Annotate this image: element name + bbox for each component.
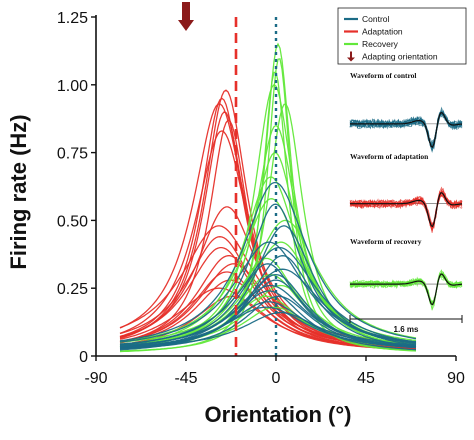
inset-title: Waveform of control — [350, 71, 417, 80]
control-curve-4 — [119, 246, 417, 346]
waveform-trace — [349, 111, 463, 149]
reference-lines — [234, 17, 278, 356]
adapting-orientation-arrow — [178, 2, 194, 31]
scale-bar: 1.6 ms — [349, 315, 463, 334]
y-tick-label: 0.25 — [57, 281, 88, 298]
legend-label: Adapting orientation — [362, 52, 438, 62]
legend-label: Adaptation — [362, 27, 403, 37]
legend-label: Recovery — [362, 39, 399, 49]
waveform-mean — [350, 111, 463, 148]
y-tick-label: 0.50 — [57, 213, 88, 230]
waveform-insets: Waveform of control Waveform of adaptatio… — [349, 71, 463, 311]
recovery-curve-8 — [119, 198, 417, 342]
arrow-marker — [178, 2, 194, 31]
inset-title: Waveform of adaptation — [350, 152, 429, 161]
curves-layer — [119, 42, 417, 353]
legend-arrow-head — [347, 57, 355, 62]
legend-box — [337, 7, 467, 65]
x-tick-label: -45 — [174, 370, 197, 387]
y-axis-label: Firing rate (Hz) — [6, 114, 31, 269]
y-tick-label: 1.00 — [57, 78, 88, 95]
x-tick-label: 90 — [447, 370, 465, 387]
x-tick-label: -90 — [84, 370, 107, 387]
x-tick-label: 45 — [357, 370, 375, 387]
y-tick-label: 1.25 — [57, 10, 88, 27]
waveform-trace — [349, 194, 463, 229]
inset-title: Waveform of recovery — [350, 237, 422, 246]
waveform-inset-adaptation: Waveform of adaptation — [349, 152, 463, 234]
recovery-curve-10 — [119, 241, 417, 346]
waveform-trace — [349, 108, 463, 149]
ticks: 0 0.25 0.50 0.75 1.00 1.25 -90 -45 0 45 90 — [57, 10, 465, 387]
control-curve-10 — [119, 284, 417, 346]
y-tick-label: 0.75 — [57, 146, 88, 163]
legend-items: Control Adaptation Recovery Adapting orient… — [344, 14, 438, 62]
waveform-trace — [349, 271, 463, 304]
waveform-mean — [350, 191, 463, 228]
x-axis-label: Orientation (°) — [205, 402, 352, 427]
scale-bar-label: 1.6 ms — [394, 325, 419, 334]
control-curve-0 — [119, 181, 417, 342]
control-curve-14 — [119, 306, 417, 349]
legend: Control Adaptation Recovery Adapting orient… — [337, 7, 467, 65]
x-tick-label: 0 — [272, 370, 281, 387]
waveform-mean — [350, 273, 463, 306]
legend-label: Control — [362, 14, 390, 24]
y-tick-label: 0 — [79, 349, 88, 366]
control-curve-15 — [119, 311, 417, 348]
waveform-inset-recovery: Waveform of recovery — [349, 237, 463, 311]
waveform-inset-control: Waveform of control — [349, 71, 463, 153]
control-curve-12 — [119, 295, 417, 350]
recovery-curve-2 — [119, 71, 417, 353]
recovery-curve-9 — [119, 219, 417, 343]
